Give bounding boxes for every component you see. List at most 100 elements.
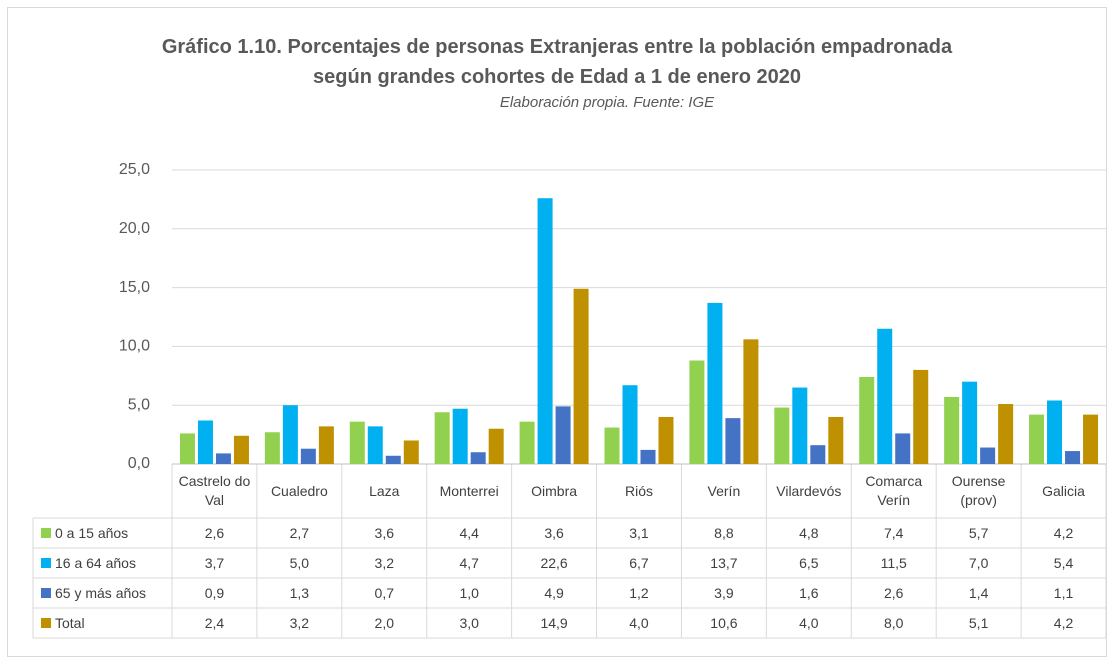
table-value: 5,4: [1053, 554, 1074, 571]
bar: [1047, 400, 1063, 464]
chart-title: Gráfico 1.10. Porcentajes de personas Ex…: [161, 36, 953, 88]
table-value: 0,9: [204, 584, 225, 601]
table-value: 5,0: [289, 554, 310, 571]
table-value: 1,2: [629, 584, 649, 601]
bar: [962, 381, 978, 464]
table-value: 3,2: [289, 614, 310, 631]
bar: [622, 385, 638, 464]
table-value: 2,6: [204, 524, 225, 541]
bar: [640, 449, 656, 464]
table-value: 7,4: [883, 524, 904, 541]
bar: [1029, 414, 1045, 464]
x-tick-label: Verín: [707, 482, 741, 499]
y-tick-label: 5,0: [128, 396, 150, 413]
table-value: 8,0: [883, 614, 904, 631]
bar: [519, 421, 535, 464]
table-value: 3,9: [714, 584, 734, 601]
legend-swatch: [41, 558, 51, 568]
bar: [895, 433, 911, 464]
table-value: 3,0: [459, 614, 479, 631]
table-value: 13,7: [710, 554, 738, 571]
x-tick-label: Cualedro: [270, 482, 328, 499]
table-value: 2,0: [374, 614, 394, 631]
bar: [944, 396, 960, 464]
table-value: 6,5: [799, 554, 819, 571]
y-tick-label: 10,0: [119, 338, 150, 355]
bar: [1083, 414, 1099, 464]
table-value: 4,4: [459, 524, 479, 541]
bar: [282, 405, 298, 464]
table-value: 7,0: [968, 554, 989, 571]
bar: [707, 302, 723, 464]
bar: [604, 427, 620, 464]
chart-border: [7, 7, 1107, 657]
table-value: 5,7: [968, 524, 989, 541]
bar: [264, 432, 280, 464]
table-value: 6,7: [629, 554, 649, 571]
x-tick-label: Galicia: [1042, 482, 1085, 499]
bar: [537, 198, 553, 464]
table-value: 11,5: [880, 554, 907, 571]
table-value: 4,8: [799, 524, 819, 541]
x-tick-label: Oimbra: [531, 482, 578, 499]
table-value: 1,1: [1053, 584, 1074, 601]
table-value: 8,8: [714, 524, 734, 541]
table-value: 3,1: [629, 524, 649, 541]
y-tick-label: 25,0: [119, 161, 150, 178]
table-value: 3,7: [204, 554, 225, 571]
bar: [233, 435, 249, 464]
bar: [725, 418, 741, 464]
table-value: 3,6: [374, 524, 394, 541]
table-value: 2,4: [204, 614, 225, 631]
table-value: 2,6: [883, 584, 904, 601]
x-tick-label: Riós: [624, 482, 653, 499]
title-box: Gráfico 1.10. Porcentajes de personas Ex…: [0, 32, 1114, 111]
table-value: 4,7: [459, 554, 479, 571]
bar: [197, 420, 213, 464]
table-value: 4,2: [1053, 614, 1074, 631]
bar: [349, 421, 365, 464]
bar: [573, 288, 589, 464]
table-value: 0,7: [374, 584, 394, 601]
legend-label: Total: [55, 615, 85, 631]
bar: [179, 433, 195, 464]
table-value: 4,0: [799, 614, 819, 631]
legend-label: 0 a 15 años: [55, 525, 129, 541]
bar: [1065, 451, 1081, 464]
bar: [980, 447, 996, 464]
y-tick-label: 20,0: [119, 220, 150, 237]
x-tick-label: Comarca Verín: [865, 473, 923, 508]
x-tick-label: Ourense (prov): [951, 473, 1006, 508]
bar: [470, 452, 486, 464]
y-tick-label: 0,0: [128, 455, 150, 472]
table-value: 2,7: [289, 524, 310, 541]
legend-swatch: [41, 528, 51, 538]
legend-label: 16 a 64 años: [55, 555, 136, 571]
table-value: 5,1: [968, 614, 989, 631]
bar: [215, 453, 231, 464]
bar: [743, 339, 759, 464]
x-tick-label: Monterrei: [439, 482, 499, 499]
chart-subtitle: Elaboración propia. Fuente: IGE: [499, 94, 715, 111]
table-value: 1,0: [459, 584, 479, 601]
bar: [774, 407, 790, 464]
bar: [810, 445, 826, 464]
bar: [367, 426, 383, 464]
x-tick-label: Laza: [369, 482, 400, 499]
table-value: 10,6: [710, 614, 738, 631]
table-value: 1,4: [968, 584, 989, 601]
bar: [792, 387, 808, 464]
bar: [452, 408, 468, 464]
bar: [488, 428, 504, 464]
bar: [385, 455, 401, 464]
bar: [828, 416, 844, 464]
legend-swatch: [41, 618, 51, 628]
y-tick-label: 15,0: [119, 279, 150, 296]
bar: [689, 360, 705, 464]
bar: [658, 416, 674, 464]
table-value: 4,9: [544, 584, 564, 601]
bar: [877, 328, 893, 464]
table-value: 3,6: [544, 524, 564, 541]
